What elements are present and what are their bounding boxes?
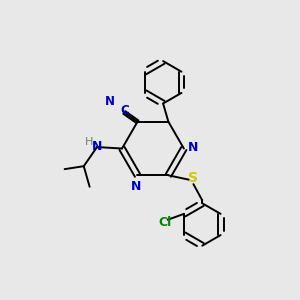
Text: H: H [85, 137, 93, 147]
Text: N: N [92, 140, 102, 153]
Text: N: N [188, 141, 198, 154]
Text: S: S [188, 171, 198, 185]
Text: N: N [105, 95, 116, 109]
Text: N: N [131, 180, 141, 193]
Text: Cl: Cl [158, 216, 171, 229]
Text: C: C [120, 104, 129, 118]
